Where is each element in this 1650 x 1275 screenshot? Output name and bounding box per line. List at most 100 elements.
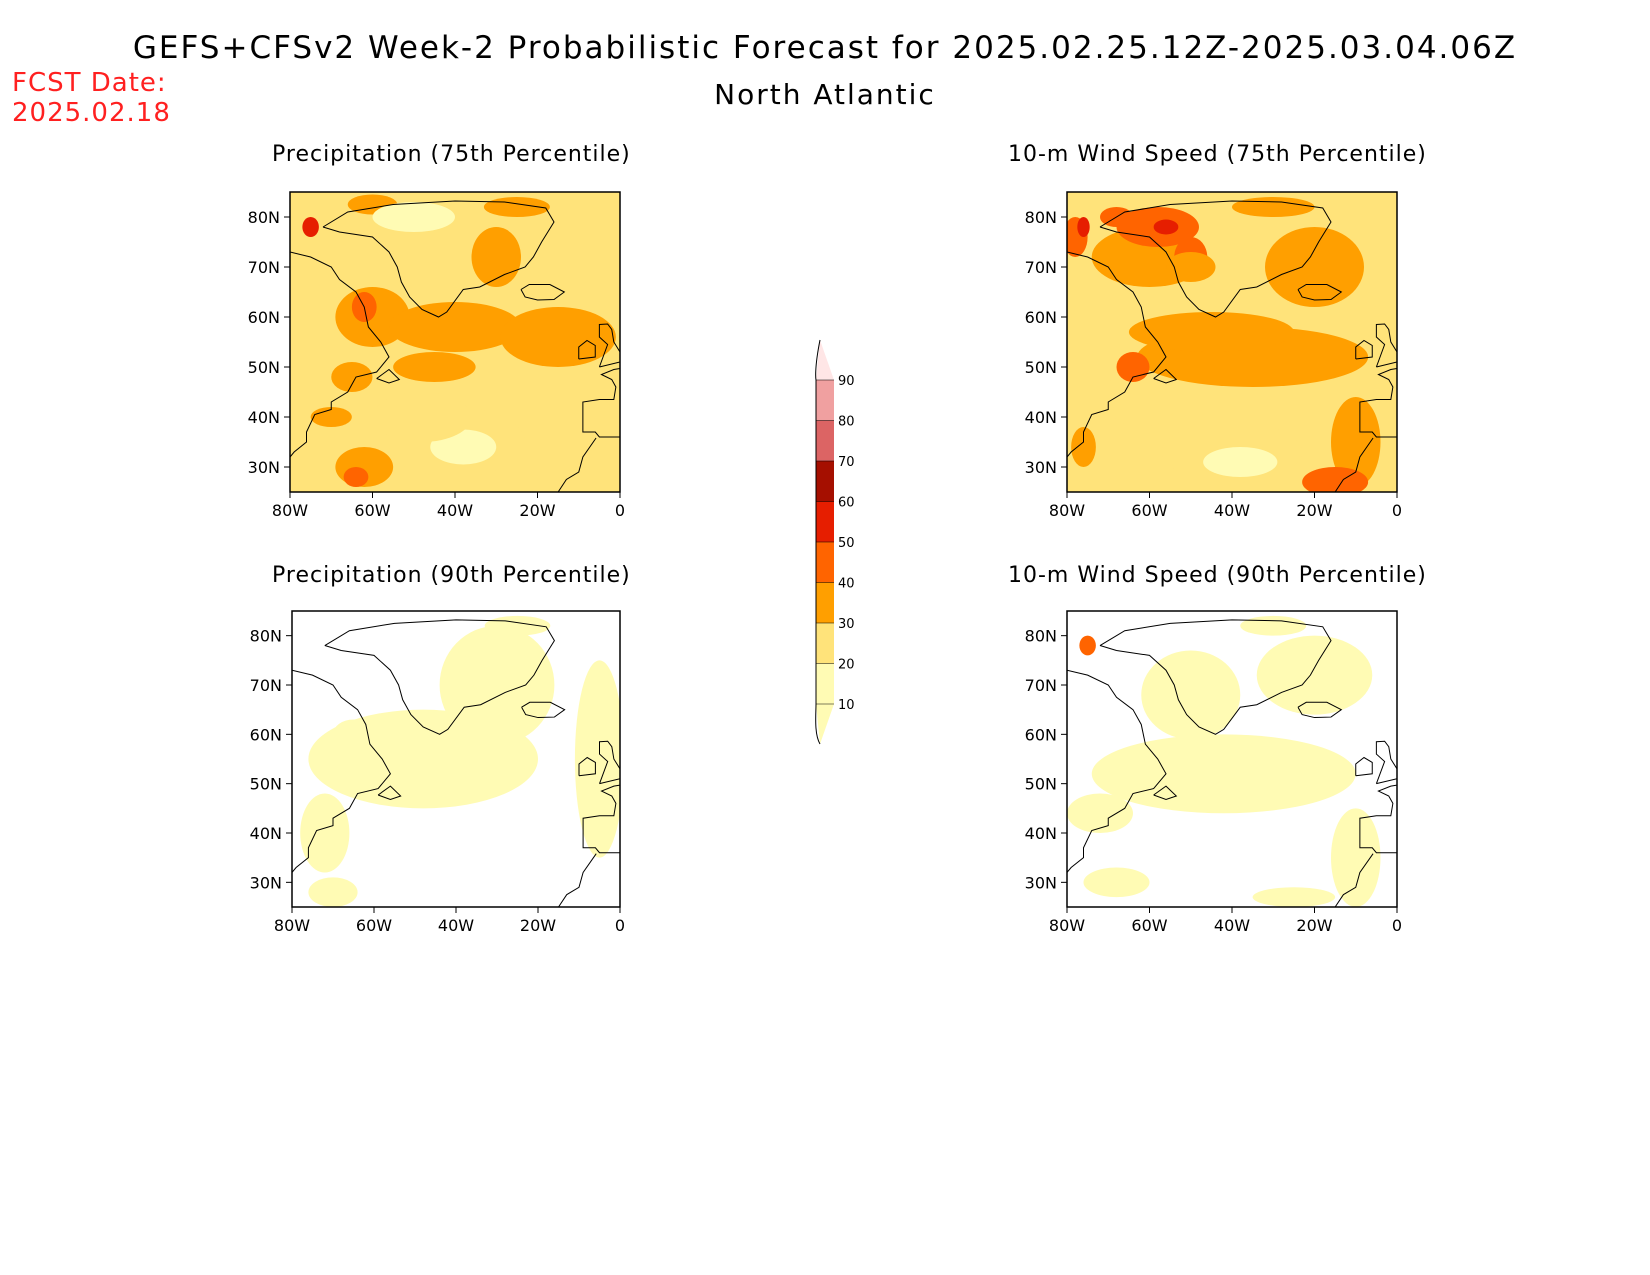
coastline (322, 200, 555, 318)
colorbar-end-cap (816, 704, 834, 744)
coastline (1359, 784, 1397, 854)
panel-title-precip-75: Precipitation (75th Percentile) (272, 142, 631, 167)
coastline (1355, 339, 1373, 360)
forecast-date-label: FCST Date: (12, 68, 167, 98)
coastline (1067, 669, 1167, 873)
colorbar-segment (816, 623, 834, 664)
probability-contour (372, 202, 455, 232)
probability-contour (439, 625, 555, 745)
coastline (578, 339, 596, 360)
map-precip-75: 80N 70N 60N 50N 40N 30N 80W 60W 40W 20W 0 (248, 191, 625, 520)
coastline (1334, 437, 1374, 492)
forecast-date-block: FCST Date: 2025.02.18 (12, 68, 171, 128)
lat-tick-label: 80N (250, 627, 282, 646)
probability-contour (1083, 867, 1150, 898)
colorbar-segment (816, 461, 834, 502)
colorbar-segment (816, 542, 834, 583)
coastline (521, 701, 566, 719)
panel-title-precip-90: Precipitation (90th Percentile) (272, 563, 631, 588)
lat-tick-label: 80N (1025, 208, 1057, 227)
coastline (1355, 756, 1373, 777)
lon-tick-label: 60W (1131, 916, 1167, 935)
coastline (582, 784, 620, 854)
coastline (1297, 701, 1343, 719)
coastline (1375, 740, 1397, 785)
coastline (290, 251, 390, 458)
coastline (520, 284, 566, 301)
colorbar-label: 10 (838, 698, 855, 713)
lon-tick-label: 80W (272, 501, 308, 520)
coastline (1359, 368, 1397, 438)
colorbar-segment (816, 582, 834, 623)
lat-tick-label: 70N (248, 258, 280, 277)
probability-contour (1203, 447, 1278, 477)
lon-tick-label: 60W (354, 501, 390, 520)
probability-contour (1067, 793, 1133, 833)
probability-contour (393, 352, 476, 382)
colorbar-label: 50 (838, 536, 855, 551)
coastline (1334, 853, 1374, 907)
colorbar-label: 60 (838, 496, 855, 511)
probability-contour (566, 422, 608, 472)
probability-contour (1252, 887, 1336, 907)
panel-title-wind-75: 10-m Wind Speed (75th Percentile) (1008, 142, 1427, 167)
panel-title-wind-90: 10-m Wind Speed (90th Percentile) (1008, 563, 1427, 588)
lat-tick-label: 70N (1025, 258, 1057, 277)
probability-contour (1256, 635, 1373, 715)
lat-tick-label: 50N (1025, 358, 1057, 377)
probability-contour (1077, 217, 1090, 237)
lon-tick-label: 40W (1214, 501, 1250, 520)
colorbar-segment (816, 663, 834, 704)
probability-contour (1232, 197, 1315, 217)
probability-contour (471, 227, 521, 287)
lat-tick-label: 40N (250, 824, 282, 843)
lat-tick-label: 40N (1025, 824, 1057, 843)
probability-contour (1240, 615, 1307, 636)
probability-contour (1141, 650, 1241, 740)
colorbar-label: 20 (838, 658, 855, 673)
coastline (292, 669, 392, 873)
probability-contour (574, 660, 620, 858)
coastline (377, 785, 402, 800)
colorbar-label: 40 (838, 577, 855, 592)
probability-contour (308, 877, 358, 907)
lon-tick-label: 0 (1392, 501, 1402, 520)
figure-title: GEFS+CFSv2 Week-2 Probabilistic Forecast… (132, 30, 1518, 66)
probability-contour (333, 719, 374, 750)
probability-contour (310, 407, 352, 427)
lon-tick-label: 60W (1131, 501, 1167, 520)
lat-tick-label: 60N (1025, 308, 1057, 327)
lon-tick-label: 20W (520, 916, 556, 935)
lon-tick-label: 20W (1296, 501, 1332, 520)
lat-tick-label: 40N (248, 408, 280, 427)
lon-tick-label: 80W (274, 916, 310, 935)
lat-tick-label: 30N (1025, 458, 1057, 477)
probability-contour (1104, 367, 1179, 427)
map-precip-90: 80N 70N 60N 50N 40N 30N 80W 60W 40W 20W 0 (250, 610, 625, 935)
probability-contour (1302, 467, 1369, 492)
colorbar-label: 70 (838, 455, 855, 470)
coastline (376, 368, 401, 384)
probability-contour (1091, 734, 1356, 814)
lon-tick-label: 0 (615, 916, 625, 935)
lat-tick-label: 70N (1025, 676, 1057, 695)
colorbar-segment (816, 380, 834, 421)
coastline (557, 437, 597, 492)
colorbar-label: 90 (838, 374, 855, 389)
probability-contour (389, 302, 521, 352)
lat-tick-label: 60N (250, 725, 282, 744)
lon-tick-label: 60W (356, 916, 392, 935)
colorbar-end-cap (816, 340, 834, 380)
map-wind-90: 80N 70N 60N 50N 40N 30N 80W 60W 40W 20W 0 (1025, 610, 1402, 935)
probability-contour (1128, 312, 1294, 352)
figure-subtitle: North Atlantic (714, 78, 936, 111)
probability-contour (1153, 219, 1179, 235)
probability-contour (331, 362, 373, 392)
colorbar-segment (816, 501, 834, 542)
forecast-date-value: 2025.02.18 (12, 98, 171, 128)
lat-tick-label: 60N (248, 308, 280, 327)
probability-contour (302, 217, 319, 237)
colorbar-label: 30 (838, 617, 855, 632)
lat-tick-label: 40N (1025, 408, 1057, 427)
coastline (1375, 323, 1397, 368)
